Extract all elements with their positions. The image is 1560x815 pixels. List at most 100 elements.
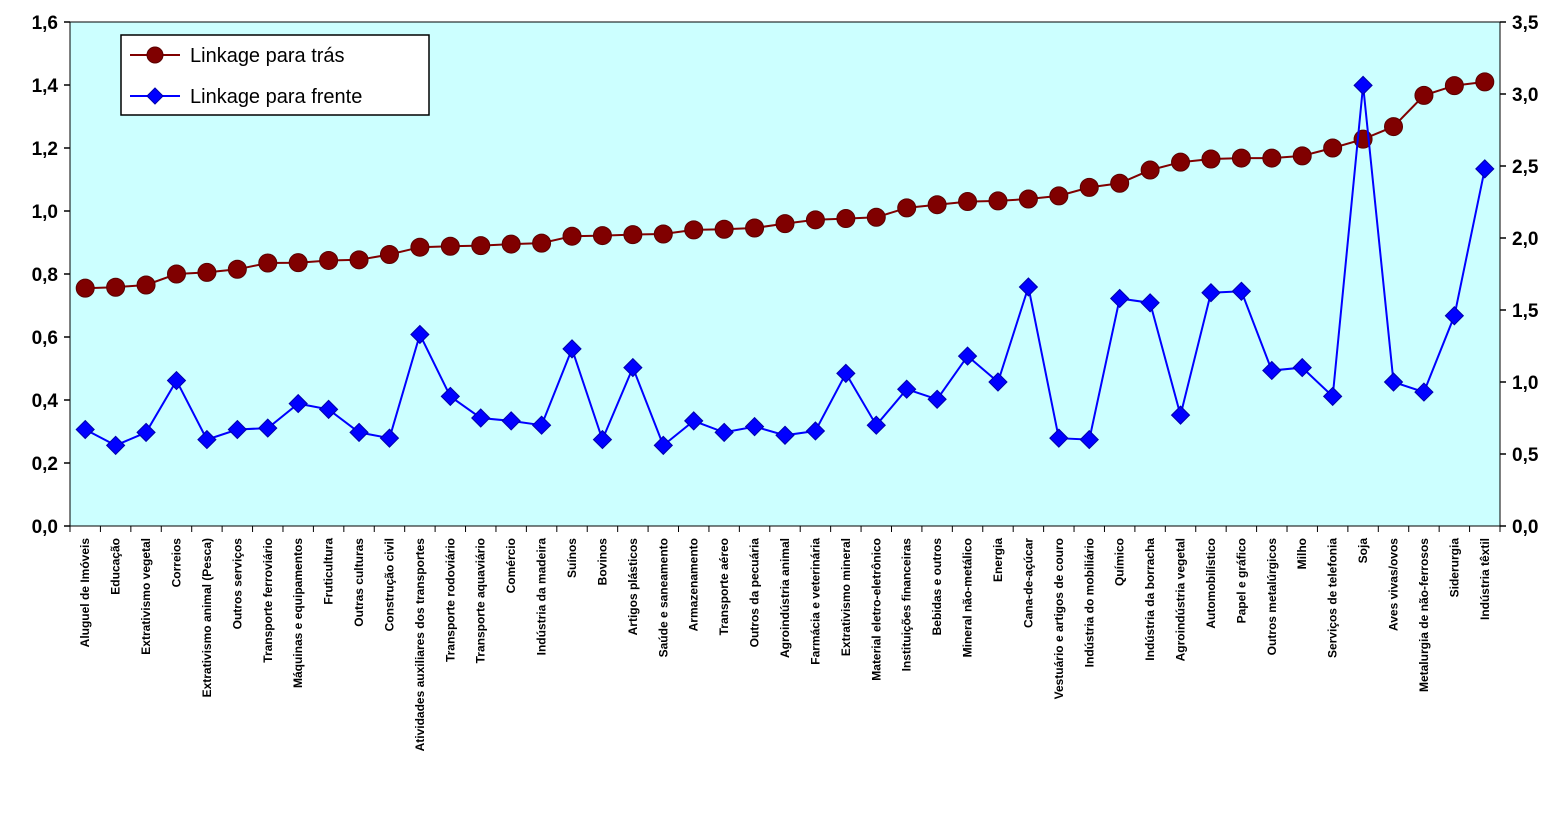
left-tick-label: 0,8	[32, 265, 58, 286]
category-label: Outros metalúrgicos	[1265, 538, 1279, 656]
point-back	[501, 234, 521, 254]
point-forward	[1049, 428, 1069, 448]
category-label: Artigos plásticos	[626, 538, 640, 636]
point-forward	[988, 372, 1008, 392]
left-tick-label: 1,6	[32, 13, 58, 34]
point-back	[349, 250, 369, 270]
category-label: Indústria têxtil	[1478, 538, 1492, 620]
category-label: Energia	[991, 538, 1005, 582]
right-tick-label: 0,5	[1512, 445, 1539, 466]
legend-marker-back	[146, 46, 164, 64]
point-back	[745, 218, 765, 238]
category-label: Mineral não-metálico	[961, 538, 975, 657]
point-forward	[1353, 75, 1373, 96]
point-forward	[623, 357, 643, 378]
left-tick-label: 0,4	[32, 391, 59, 412]
point-back	[1414, 85, 1434, 105]
point-forward	[227, 419, 248, 440]
point-forward	[1018, 277, 1039, 297]
category-label: Extrativismo animal (Pesca)	[200, 538, 214, 697]
point-forward	[1322, 386, 1343, 407]
category-label: Químico	[1113, 538, 1127, 586]
point-back	[440, 236, 460, 256]
point-back	[227, 259, 247, 279]
point-forward	[105, 435, 126, 456]
right-tick-label: 2,0	[1512, 229, 1538, 250]
point-forward	[1140, 293, 1160, 313]
legend: Linkage para trás Linkage para frente	[120, 34, 430, 116]
left-tick-label: 1,2	[32, 139, 58, 160]
point-forward	[318, 399, 339, 420]
category-label: Milho	[1295, 538, 1309, 569]
left-tick-label: 1,4	[32, 76, 59, 97]
category-label: Comércio	[504, 538, 518, 593]
category-label: Indústria da madeira	[535, 538, 549, 656]
point-forward	[258, 418, 278, 438]
point-forward	[75, 419, 95, 440]
point-back	[562, 226, 582, 246]
right-tick-label: 2,5	[1512, 157, 1539, 178]
right-tick-label: 3,0	[1512, 85, 1538, 106]
point-back	[988, 191, 1008, 211]
left-tick-label: 0,0	[32, 517, 58, 538]
point-forward	[653, 435, 674, 456]
category-label: Suínos	[565, 538, 579, 578]
point-forward	[1444, 306, 1465, 326]
point-forward	[440, 386, 461, 407]
point-forward	[562, 339, 582, 359]
point-back	[166, 264, 186, 284]
point-forward	[1292, 357, 1312, 378]
category-label: Transporte rodoviário	[443, 538, 457, 662]
point-forward	[896, 379, 917, 399]
point-back	[288, 253, 308, 273]
category-label: Saúde e saneamento	[656, 538, 670, 657]
category-label: Farmácia e veterinária	[808, 538, 822, 665]
point-back	[1110, 173, 1130, 193]
point-back	[1079, 177, 1099, 197]
category-label: Fruticultura	[322, 538, 336, 605]
point-back	[958, 192, 978, 212]
category-label: Soja	[1356, 538, 1370, 564]
legend-label-forward: Linkage para frente	[190, 86, 362, 108]
right-tick-label: 3,5	[1512, 13, 1539, 34]
category-label: Bovinos	[595, 538, 609, 586]
point-back	[1475, 72, 1495, 92]
point-forward	[410, 324, 430, 345]
category-label: Instituições financeiras	[900, 538, 914, 672]
point-back	[866, 207, 886, 227]
point-back	[1384, 117, 1404, 137]
point-forward	[775, 425, 795, 445]
category-label: Outros serviços	[230, 538, 244, 630]
category-label: Bebidas e outros	[930, 538, 944, 636]
point-back	[319, 250, 339, 270]
left-tick-label: 0,2	[32, 454, 58, 475]
point-back	[1140, 160, 1160, 180]
category-label: Extrativismo vegetal	[139, 538, 153, 655]
point-back	[532, 233, 552, 253]
point-forward	[1262, 360, 1282, 381]
point-forward	[349, 422, 369, 443]
category-label: Material eletro-eletrônico	[869, 538, 883, 681]
point-forward	[1079, 429, 1099, 450]
point-forward	[1383, 372, 1404, 392]
series-layer	[75, 72, 1495, 456]
point-forward	[744, 416, 765, 437]
point-forward	[684, 411, 704, 431]
point-forward	[714, 422, 734, 443]
point-forward	[501, 411, 521, 431]
category-label: Agroindústria animal	[778, 538, 792, 658]
point-back	[1018, 189, 1038, 209]
category-label: Educação	[109, 538, 123, 595]
point-back	[197, 262, 217, 282]
point-back	[1262, 148, 1282, 168]
point-back	[471, 236, 491, 256]
point-back	[623, 225, 643, 245]
category-label: Máquinas e equipamentos	[291, 538, 305, 688]
point-back	[1201, 149, 1221, 169]
point-forward	[1201, 283, 1221, 303]
category-label: Aves vivas/ovos	[1387, 538, 1401, 631]
point-forward	[1170, 405, 1191, 425]
category-label: Construção civil	[382, 538, 396, 631]
point-back	[1171, 152, 1191, 172]
